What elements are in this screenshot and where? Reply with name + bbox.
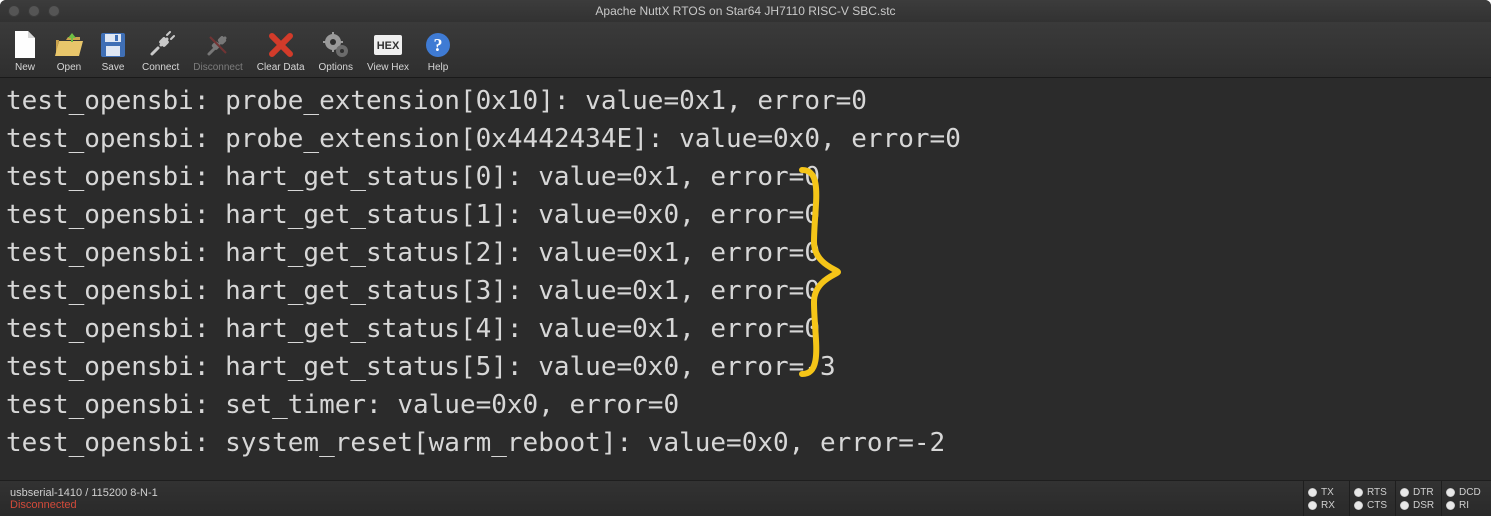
- help-label: Help: [428, 62, 449, 73]
- tx-led-icon: [1308, 488, 1317, 497]
- help-button[interactable]: ? Help: [419, 28, 457, 75]
- status-port: usbserial-1410 / 115200 8-N-1: [10, 487, 1303, 499]
- indicator-row: DTR: [1400, 487, 1435, 498]
- clear-data-label: Clear Data: [257, 62, 305, 73]
- dsr-label: DSR: [1413, 500, 1435, 511]
- indicator-row: CTS: [1354, 500, 1389, 511]
- help-icon: ?: [423, 30, 453, 60]
- dsr-led-icon: [1400, 501, 1409, 510]
- folder-open-icon: [54, 30, 84, 60]
- app-window: Apache NuttX RTOS on Star64 JH7110 RISC-…: [0, 0, 1491, 516]
- indicator-group: DTR DSR: [1395, 481, 1439, 516]
- terminal-output[interactable]: test_opensbi: probe_extension[0x10]: val…: [0, 78, 1491, 480]
- zoom-window-button[interactable]: [48, 5, 60, 17]
- connect-label: Connect: [142, 62, 179, 73]
- disconnect-button: Disconnect: [189, 28, 246, 75]
- svg-text:?: ?: [434, 35, 443, 55]
- save-label: Save: [102, 62, 125, 73]
- close-window-button[interactable]: [8, 5, 20, 17]
- indicator-row: DCD: [1446, 487, 1481, 498]
- indicator-group: DCD RI: [1441, 481, 1485, 516]
- cts-label: CTS: [1367, 500, 1389, 511]
- indicator-group: TX RX: [1303, 481, 1347, 516]
- connect-button[interactable]: Connect: [138, 28, 183, 75]
- indicator-row: RI: [1446, 500, 1481, 511]
- status-left: usbserial-1410 / 115200 8-N-1 Disconnect…: [0, 481, 1303, 516]
- rts-led-icon: [1354, 488, 1363, 497]
- indicator-row: RX: [1308, 500, 1343, 511]
- rx-label: RX: [1321, 500, 1343, 511]
- dcd-led-icon: [1446, 488, 1455, 497]
- terminal-text: test_opensbi: probe_extension[0x10]: val…: [6, 82, 961, 462]
- toolbar: New Open Save Connect Disconnect: [0, 22, 1491, 78]
- new-label: New: [15, 62, 35, 73]
- clear-data-button[interactable]: Clear Data: [253, 28, 309, 75]
- file-new-icon: [10, 30, 40, 60]
- rx-led-icon: [1308, 501, 1317, 510]
- window-title: Apache NuttX RTOS on Star64 JH7110 RISC-…: [0, 4, 1491, 18]
- hex-icon: HEX: [373, 30, 403, 60]
- ri-led-icon: [1446, 501, 1455, 510]
- status-connection-state: Disconnected: [10, 499, 1303, 511]
- indicator-row: RTS: [1354, 487, 1389, 498]
- titlebar[interactable]: Apache NuttX RTOS on Star64 JH7110 RISC-…: [0, 0, 1491, 22]
- status-indicators: TX RX RTS CTS DTR DSR DCD RI: [1303, 481, 1491, 516]
- plug-icon: [146, 30, 176, 60]
- view-hex-button[interactable]: HEX View Hex: [363, 28, 413, 75]
- gear-icon: [321, 30, 351, 60]
- indicator-row: TX: [1308, 487, 1343, 498]
- tx-label: TX: [1321, 487, 1343, 498]
- disconnect-label: Disconnect: [193, 62, 242, 73]
- options-label: Options: [319, 62, 353, 73]
- x-red-icon: [266, 30, 296, 60]
- rts-label: RTS: [1367, 487, 1389, 498]
- dtr-led-icon: [1400, 488, 1409, 497]
- new-button[interactable]: New: [6, 28, 44, 75]
- dtr-label: DTR: [1413, 487, 1435, 498]
- svg-text:HEX: HEX: [377, 40, 400, 52]
- dcd-label: DCD: [1459, 487, 1481, 498]
- options-button[interactable]: Options: [315, 28, 357, 75]
- minimize-window-button[interactable]: [28, 5, 40, 17]
- plug-disconnect-icon: [203, 30, 233, 60]
- ri-label: RI: [1459, 500, 1481, 511]
- open-button[interactable]: Open: [50, 28, 88, 75]
- indicator-group: RTS CTS: [1349, 481, 1393, 516]
- cts-led-icon: [1354, 501, 1363, 510]
- open-label: Open: [57, 62, 81, 73]
- statusbar: usbserial-1410 / 115200 8-N-1 Disconnect…: [0, 480, 1491, 516]
- view-hex-label: View Hex: [367, 62, 409, 73]
- save-button[interactable]: Save: [94, 28, 132, 75]
- indicator-row: DSR: [1400, 500, 1435, 511]
- floppy-icon: [98, 30, 128, 60]
- traffic-lights: [8, 5, 60, 17]
